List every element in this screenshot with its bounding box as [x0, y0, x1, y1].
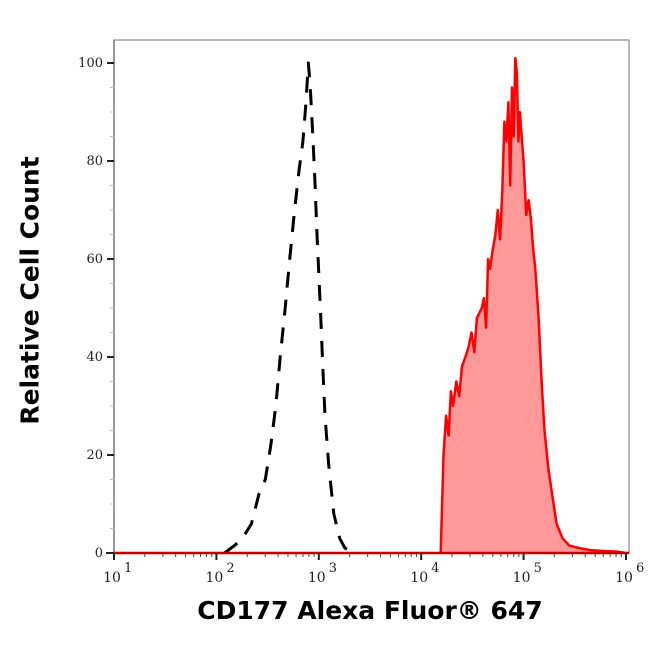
y-tick-label: 100: [78, 56, 103, 71]
svg-text:2: 2: [226, 561, 234, 576]
control-histogram: [223, 61, 355, 555]
y-tick-label: 80: [86, 154, 103, 169]
y-tick-label: 20: [86, 448, 103, 463]
y-tick-label: 60: [86, 252, 103, 267]
svg-text:4: 4: [431, 561, 439, 576]
svg-text:10: 10: [205, 570, 223, 586]
svg-text:5: 5: [534, 561, 542, 576]
y-axis-title-text: Relative Cell Count: [15, 155, 45, 425]
x-axis-title: CD177 Alexa Fluor® 647: [197, 596, 543, 625]
plot-frame: [113, 39, 630, 554]
histogram-line: [223, 61, 355, 555]
x-tick-label: 106: [615, 561, 644, 586]
x-tick-label: 105: [513, 561, 542, 586]
histogram-line: [439, 56, 627, 555]
svg-text:6: 6: [636, 561, 644, 576]
svg-text:10: 10: [410, 570, 428, 586]
y-axis: 0 20 40 60 80 100: [78, 40, 115, 561]
svg-text:10: 10: [103, 570, 121, 586]
y-axis-title: Relative Cell Count: [8, 140, 52, 440]
x-tick-label: 102: [205, 561, 234, 586]
svg-text:3: 3: [329, 561, 337, 576]
svg-text:10: 10: [308, 570, 326, 586]
y-tick-label: 40: [86, 350, 103, 365]
svg-text:10: 10: [615, 570, 633, 586]
x-tick-label: 101: [103, 561, 132, 586]
series-layer: [114, 56, 629, 555]
histogram-fill: [440, 58, 626, 553]
y-tick-label: 0: [95, 546, 103, 561]
svg-text:1: 1: [124, 561, 132, 576]
x-tick-label: 104: [410, 561, 439, 586]
stained-histogram: [439, 56, 627, 555]
svg-text:10: 10: [513, 570, 531, 586]
plot-border: [113, 39, 630, 554]
x-tick-label: 103: [308, 561, 337, 586]
